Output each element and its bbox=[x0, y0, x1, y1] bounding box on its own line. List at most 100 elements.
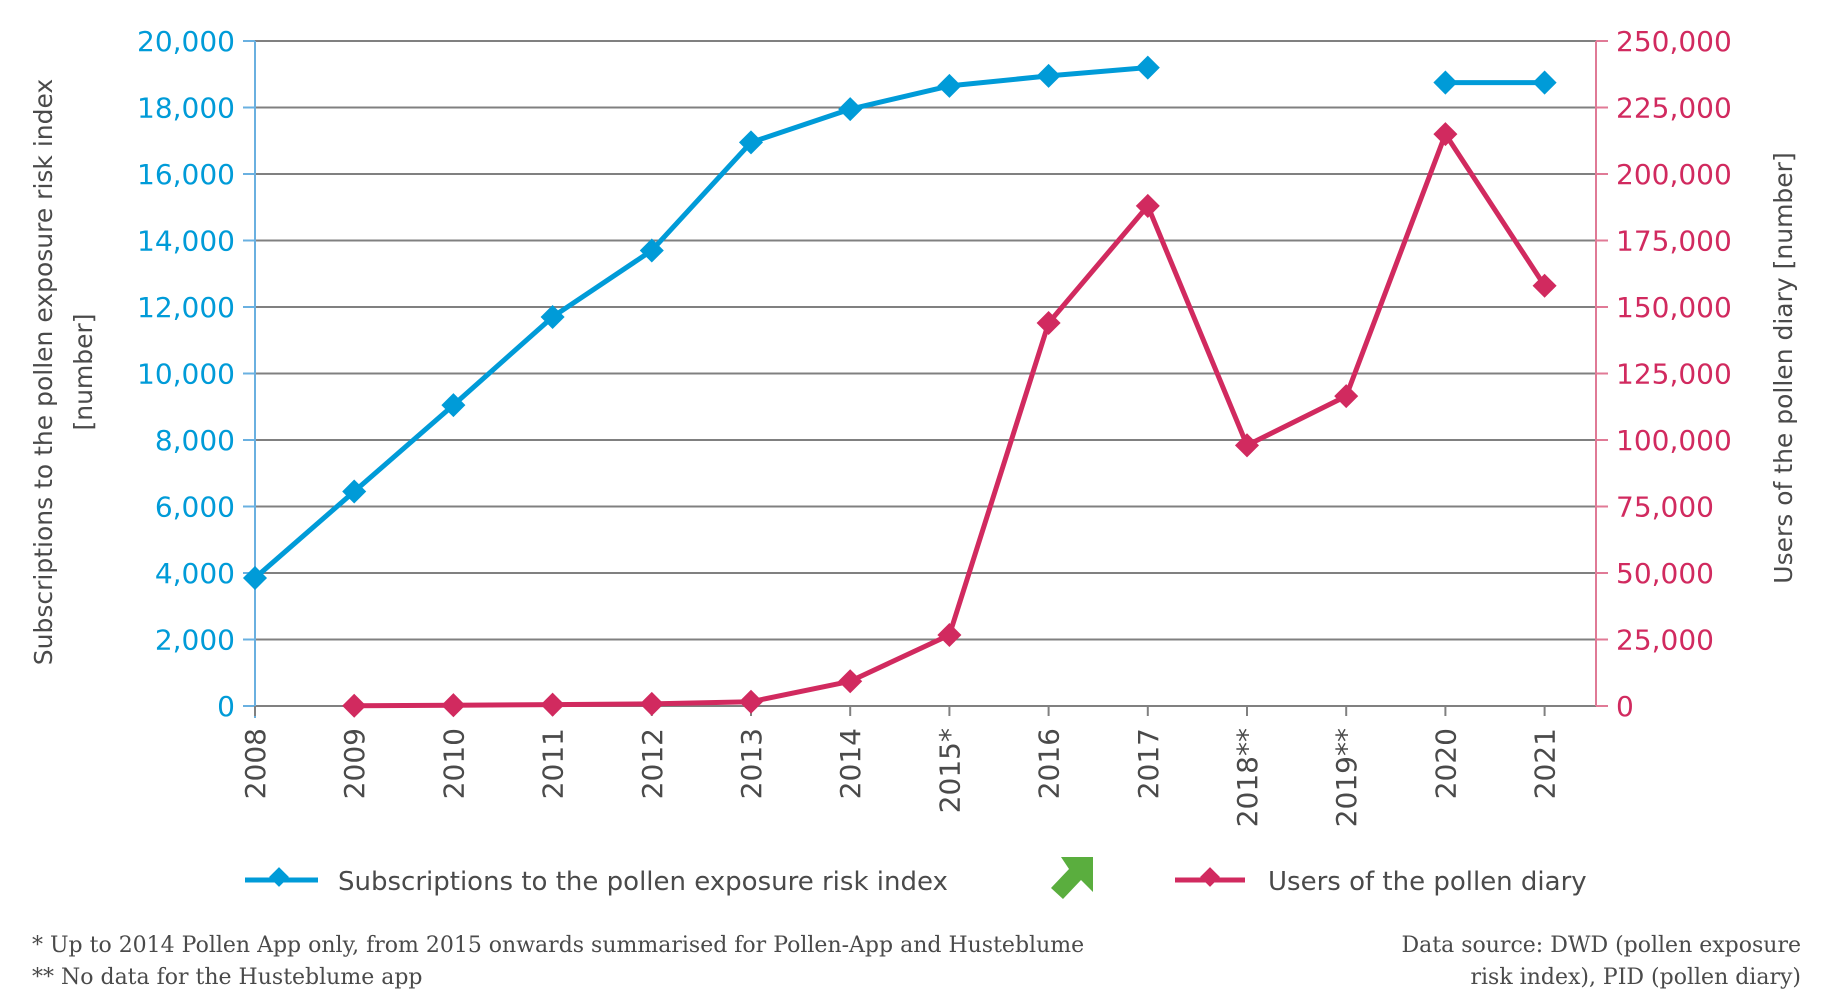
data-point-marker bbox=[738, 689, 764, 714]
right-y-tick-label: 150,000 bbox=[1616, 291, 1732, 324]
series-line-segment bbox=[252, 489, 357, 581]
legend-marker-diary bbox=[1200, 867, 1220, 887]
x-tick-label: 2016 bbox=[1033, 728, 1066, 799]
data-source-line-2: risk index), PID (pollen diary) bbox=[1470, 965, 1801, 990]
x-tick-label: 2021 bbox=[1529, 728, 1562, 799]
right-y-tick-label: 200,000 bbox=[1616, 158, 1732, 191]
series-line-segment bbox=[748, 678, 853, 705]
series-line-segment bbox=[450, 314, 556, 408]
legend-marker-subscriptions bbox=[269, 867, 289, 887]
legend-item-diary: Users of the pollen diary bbox=[1175, 867, 1587, 897]
series-line-segment bbox=[847, 83, 952, 112]
right-y-tick-labels: 0 25,000 50,000 75,000 100,000 125,000 150,000… bbox=[1616, 25, 1732, 723]
data-point-marker bbox=[838, 97, 863, 122]
series-diary bbox=[342, 122, 1557, 718]
left-y-axis-title-unit: [number] bbox=[69, 313, 98, 430]
data-point-marker bbox=[1135, 193, 1160, 218]
series-line-segment bbox=[351, 702, 456, 709]
series-line-segment bbox=[748, 106, 853, 145]
x-tick-label: 2020 bbox=[1429, 728, 1462, 799]
right-y-tick-label: 100,000 bbox=[1616, 424, 1732, 457]
right-y-axis-title: Users of the pollen diary [number] bbox=[1769, 152, 1798, 583]
right-y-tick-label: 175,000 bbox=[1616, 225, 1732, 258]
x-tick-label: 2012 bbox=[636, 728, 669, 799]
left-y-tick-label: 4,000 bbox=[155, 557, 235, 590]
series-line-segment bbox=[1145, 203, 1250, 448]
right-y-tick-label: 75,000 bbox=[1616, 491, 1714, 524]
data-point-marker bbox=[1532, 70, 1557, 95]
data-point-marker bbox=[1433, 70, 1458, 95]
series-line-segment bbox=[847, 632, 952, 684]
left-y-tick-label: 14,000 bbox=[137, 225, 235, 258]
right-y-tick-label: 50,000 bbox=[1616, 557, 1714, 590]
left-y-tick-label: 6,000 bbox=[155, 491, 235, 524]
legend-label-diary: Users of the pollen diary bbox=[1268, 867, 1587, 897]
left-y-tick-label: 16,000 bbox=[137, 158, 235, 191]
series-line-segment bbox=[1343, 131, 1448, 399]
left-y-tick-label: 10,000 bbox=[137, 358, 235, 391]
axes bbox=[243, 40, 1608, 718]
x-tick-label: 2009 bbox=[338, 728, 371, 799]
x-tick-label: 2013 bbox=[735, 728, 768, 799]
data-point-marker bbox=[342, 479, 367, 504]
series-line-segment bbox=[1046, 65, 1151, 79]
right-y-tick-label: 225,000 bbox=[1616, 92, 1732, 125]
series-line-segment bbox=[1244, 393, 1349, 448]
x-tick-label: 2017 bbox=[1132, 728, 1165, 799]
footnote-2: ** No data for the Husteblume app bbox=[32, 965, 423, 990]
data-point-marker bbox=[540, 692, 565, 717]
series-line-segment bbox=[351, 402, 456, 495]
data-point-marker bbox=[639, 691, 664, 716]
data-point-marker bbox=[1135, 55, 1160, 80]
x-tick-label: 2011 bbox=[537, 728, 570, 799]
left-y-tick-label: 8,000 bbox=[155, 424, 235, 457]
data-point-marker bbox=[1036, 63, 1061, 88]
left-y-axis-title: Subscriptions to the pollen exposure ris… bbox=[29, 79, 58, 665]
series-line-segment bbox=[1046, 203, 1151, 326]
x-tick-label: 2018** bbox=[1231, 728, 1264, 827]
x-tick-label: 2014 bbox=[834, 728, 867, 799]
data-point-marker bbox=[441, 393, 466, 418]
series-line-segment bbox=[946, 320, 1052, 638]
right-y-tick-label: 0 bbox=[1616, 690, 1634, 723]
x-tick-labels: 2008 2009 2010 2011 2012 2013 2014 2015* 2016 201… bbox=[239, 728, 1562, 827]
footnote-1: * Up to 2014 Pollen App only, from 2015 … bbox=[32, 933, 1085, 958]
data-point-marker bbox=[1036, 310, 1061, 335]
data-point-marker bbox=[1433, 122, 1458, 147]
series-subscriptions bbox=[242, 55, 1557, 591]
x-tick-label: 2008 bbox=[239, 728, 272, 799]
right-y-tick-label: 25,000 bbox=[1616, 624, 1714, 657]
series-line-segment bbox=[550, 701, 655, 708]
left-y-tick-label: 18,000 bbox=[137, 92, 235, 125]
data-point-marker bbox=[937, 622, 962, 647]
series-line-segment bbox=[450, 702, 556, 708]
left-y-tick-labels: 0 2,000 4,000 6,000 8,000 10,000 12,000 14,000 1… bbox=[137, 25, 235, 723]
data-point-marker bbox=[1532, 273, 1557, 298]
gridlines bbox=[255, 40, 1596, 641]
series bbox=[242, 55, 1557, 718]
x-tick-label: 2015* bbox=[933, 728, 966, 813]
series-line-segment bbox=[1442, 131, 1548, 289]
data-point-marker bbox=[1234, 433, 1260, 458]
left-y-tick-label: 12,000 bbox=[137, 291, 235, 324]
left-y-tick-label: 20,000 bbox=[137, 25, 235, 58]
right-y-tick-label: 250,000 bbox=[1616, 25, 1732, 58]
series-line-segment bbox=[649, 139, 754, 253]
data-source-line-1: Data source: DWD (pollen exposure bbox=[1401, 933, 1801, 958]
x-tick-label: 2010 bbox=[437, 728, 470, 799]
series-line-segment bbox=[550, 247, 655, 320]
left-y-tick-label: 0 bbox=[217, 690, 235, 723]
data-point-marker bbox=[441, 693, 466, 718]
right-y-tick-label: 125,000 bbox=[1616, 358, 1732, 391]
series-line-segment bbox=[649, 699, 754, 707]
legend: Subscriptions to the pollen exposure ris… bbox=[245, 857, 1587, 899]
data-point-marker bbox=[838, 669, 863, 694]
data-point-marker bbox=[937, 73, 962, 98]
left-y-tick-label: 2,000 bbox=[155, 624, 235, 657]
x-tick-label: 2019** bbox=[1330, 728, 1363, 827]
data-point-marker bbox=[1334, 384, 1359, 409]
data-point-marker bbox=[342, 693, 367, 718]
arrow-up-right-icon bbox=[1051, 857, 1093, 899]
legend-item-subscriptions: Subscriptions to the pollen exposure ris… bbox=[245, 867, 948, 897]
